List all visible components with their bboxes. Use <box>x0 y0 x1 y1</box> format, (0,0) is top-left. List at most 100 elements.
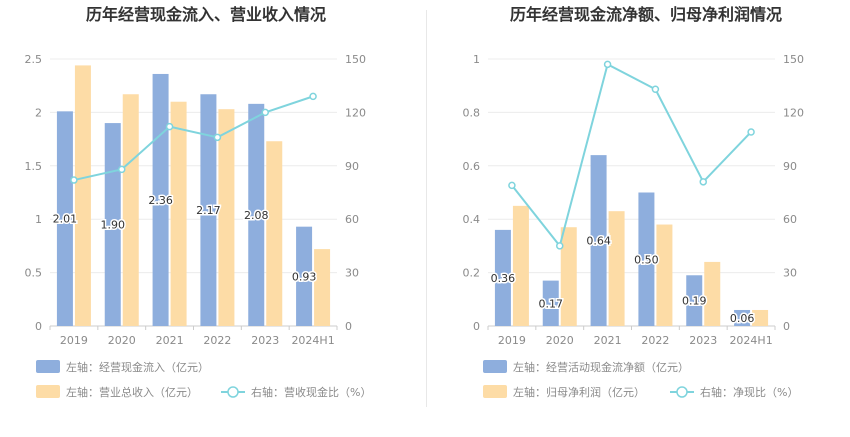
bar-series-1 <box>56 111 73 326</box>
bar-series-2 <box>122 94 139 326</box>
right-axis-tick-label: 90 <box>345 160 359 173</box>
legend-label: 右轴：净现比（%） <box>700 385 798 399</box>
chart-title: 历年经营现金流净额、归母净利润情况 <box>510 5 782 24</box>
x-axis-tick-label: 2022 <box>641 334 669 347</box>
left-axis-tick-label: 0.4 <box>463 213 481 226</box>
bar-data-label: 0.50 <box>634 253 659 266</box>
bar-series-2 <box>752 309 769 326</box>
line-point <box>309 92 317 101</box>
x-axis-tick-label: 2022 <box>203 334 231 347</box>
line-point <box>118 165 126 174</box>
bar-series-1 <box>590 155 607 326</box>
right-axis-tick-label: 60 <box>345 213 359 226</box>
bar-series-1 <box>104 123 121 326</box>
right-axis-tick-label: 60 <box>783 213 797 226</box>
x-axis-tick-label: 2024H1 <box>291 334 334 347</box>
line-point <box>651 85 660 94</box>
bar-series-2 <box>704 261 721 326</box>
line-point <box>213 133 222 142</box>
bar-series-1 <box>734 309 751 326</box>
chart-divider <box>426 10 427 407</box>
bar-data-label: 0.36 <box>491 272 516 285</box>
bar-series-2 <box>314 249 331 326</box>
legend-label: 左轴：经营现金流入（亿元） <box>66 360 209 374</box>
bar-series-1 <box>686 275 703 326</box>
right-axis-tick-label: 0 <box>345 320 352 333</box>
legend-swatch-bar <box>483 360 507 373</box>
line-point <box>508 181 516 190</box>
legend-swatch-bar <box>36 385 60 398</box>
bar-data-label: 1.90 <box>101 219 126 232</box>
left-axis-tick-label: 1 <box>35 213 42 226</box>
legend-swatch-bar <box>36 360 60 373</box>
bar-series-1 <box>638 192 655 326</box>
line-point <box>70 176 78 184</box>
bar-series-1 <box>200 94 217 326</box>
x-axis-tick-label: 2023 <box>689 334 717 347</box>
bar-data-label: 0.64 <box>586 235 611 248</box>
x-axis-tick-label: 2020 <box>546 334 574 347</box>
right-axis-tick-label: 0 <box>783 320 790 333</box>
bar-data-label: 0.06 <box>730 312 755 325</box>
line-point <box>261 108 269 117</box>
x-axis-tick-label: 2024H1 <box>729 334 772 347</box>
legend-swatch-bar <box>483 385 507 398</box>
right-axis-tick-label: 120 <box>345 106 366 119</box>
left-axis-tick-label: 0.8 <box>463 106 481 119</box>
right-axis-tick-label: 150 <box>345 53 366 66</box>
legend-label: 左轴：经营活动现金流净额（亿元） <box>513 360 689 374</box>
bar-series-2 <box>170 101 187 326</box>
legend-label: 左轴：归母净利润（亿元） <box>513 385 645 399</box>
line-series <box>73 95 314 182</box>
line-point <box>699 178 707 186</box>
bar-series-1 <box>248 103 265 326</box>
left-axis-tick-label: 1 <box>473 53 480 66</box>
bar-data-label: 2.08 <box>244 209 269 222</box>
right-axis-tick-label: 90 <box>783 160 797 173</box>
bar-data-label: 0.17 <box>539 297 564 310</box>
chart-cash-inflow-revenue: 历年经营现金流入、营业收入情况 0 0.5 1 1.5 2 2.5 0 30 60 90 120 150… <box>25 5 372 399</box>
left-axis-tick-label: 0.6 <box>463 160 481 173</box>
bar-series-2 <box>512 205 529 326</box>
line-point <box>556 242 564 250</box>
left-axis-tick-label: 1.5 <box>25 160 43 173</box>
right-axis-tick-label: 120 <box>783 106 804 119</box>
line-point <box>165 122 174 131</box>
left-axis-tick-label: 0 <box>35 320 42 333</box>
left-axis-tick-label: 2 <box>35 106 42 119</box>
bar-data-label: 2.01 <box>53 213 78 226</box>
line-point <box>603 60 612 69</box>
x-axis-tick-label: 2021 <box>156 334 184 347</box>
bar-series-1 <box>494 229 511 326</box>
bar-series-1 <box>296 226 313 326</box>
legend-label: 右轴：营收现金比（%） <box>251 385 371 399</box>
x-axis-tick-label: 2020 <box>108 334 136 347</box>
line-point <box>747 128 755 136</box>
legend-label: 左轴：营业总收入（亿元） <box>66 385 198 399</box>
left-axis-tick-label: 0 <box>473 320 480 333</box>
chart-title: 历年经营现金流入、营业收入情况 <box>86 5 326 24</box>
x-axis-tick-label: 2023 <box>251 334 279 347</box>
bar-series-2 <box>266 141 283 326</box>
bar-series-2 <box>218 109 235 326</box>
left-axis-tick-label: 0.5 <box>25 267 43 280</box>
legend-swatch-marker <box>227 386 239 398</box>
bar-data-label: 2.17 <box>196 204 221 217</box>
x-axis-tick-label: 2019 <box>60 334 88 347</box>
right-axis-tick-label: 150 <box>783 53 804 66</box>
left-axis-tick-label: 2.5 <box>25 53 43 66</box>
right-axis-tick-label: 30 <box>783 267 797 280</box>
right-axis-tick-label: 30 <box>345 267 359 280</box>
left-axis-tick-label: 0.2 <box>463 267 481 280</box>
bar-data-label: 2.36 <box>148 194 173 207</box>
line-series <box>511 62 752 249</box>
bar-series-2 <box>560 227 577 326</box>
bar-series-2 <box>74 65 91 327</box>
legend-swatch-marker <box>676 386 688 398</box>
chart-net-cashflow-profit: 历年经营现金流净额、归母净利润情况 0 0.2 0.4 0.6 0.8 1 0 30 60 90 12… <box>463 5 805 399</box>
bar-data-label: 0.19 <box>682 295 707 308</box>
x-axis-tick-label: 2021 <box>594 334 622 347</box>
bar-series-2 <box>608 211 625 326</box>
bar-series-2 <box>656 224 673 326</box>
